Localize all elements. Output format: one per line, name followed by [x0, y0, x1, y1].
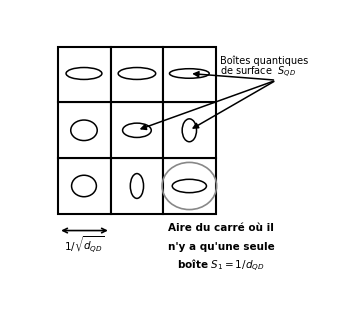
Ellipse shape [122, 123, 151, 137]
Bar [58, 158, 111, 214]
Text: Boîtes quantiques: Boîtes quantiques [220, 55, 308, 66]
Bar [163, 102, 215, 158]
Ellipse shape [130, 174, 143, 198]
Bar [58, 47, 111, 102]
Text: de surface  $S_{QD}$: de surface $S_{QD}$ [220, 65, 295, 80]
Text: Aire du carré où il: Aire du carré où il [168, 223, 274, 233]
Bar [58, 102, 111, 158]
Text: boîte $S_1=1/d_{QD}$: boîte $S_1=1/d_{QD}$ [177, 258, 265, 274]
Ellipse shape [172, 179, 206, 193]
Ellipse shape [72, 175, 96, 197]
Bar [111, 47, 163, 102]
Ellipse shape [66, 68, 102, 79]
Bar [111, 158, 163, 214]
Text: $1/\sqrt{d_{QD}}$: $1/\sqrt{d_{QD}}$ [64, 235, 105, 255]
Ellipse shape [71, 120, 97, 140]
Ellipse shape [182, 119, 197, 142]
Bar [163, 47, 215, 102]
Bar [163, 158, 215, 214]
Ellipse shape [118, 68, 156, 79]
Bar [111, 102, 163, 158]
Text: n'y a qu'une seule: n'y a qu'une seule [168, 242, 274, 252]
Ellipse shape [169, 69, 209, 78]
